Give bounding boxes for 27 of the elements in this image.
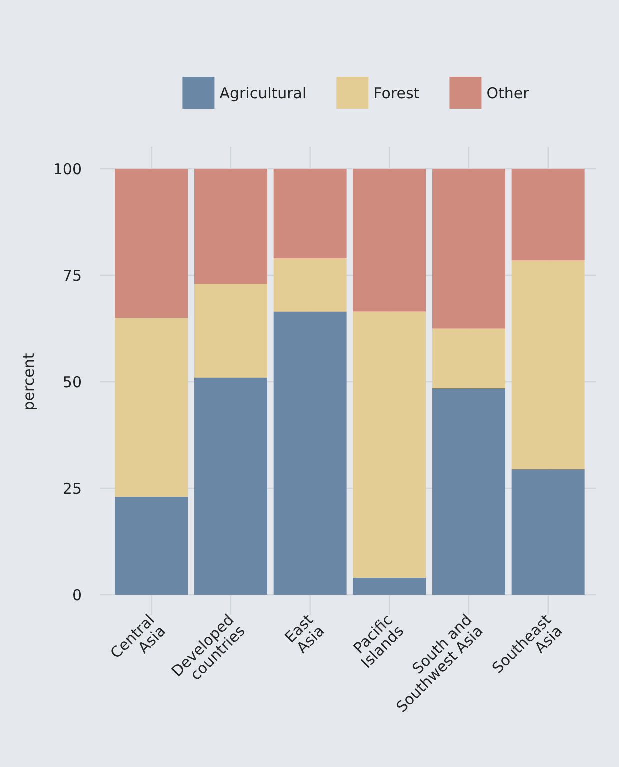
- bar: [194, 169, 268, 284]
- bar: [512, 169, 585, 261]
- y-tick-label: 50: [62, 373, 82, 392]
- legend-label: Forest: [374, 84, 420, 102]
- bar: [432, 169, 506, 329]
- y-tick-label: 100: [53, 160, 82, 178]
- bar: [353, 312, 426, 578]
- legend-label: Agricultural: [220, 84, 307, 102]
- y-tick-label: 75: [62, 266, 82, 285]
- bar: [512, 260, 585, 470]
- bar: [512, 469, 585, 595]
- bar: [194, 378, 268, 595]
- bar: [353, 578, 426, 595]
- y-axis-title: percent: [20, 353, 38, 411]
- bar: [115, 497, 188, 595]
- bar: [353, 169, 426, 312]
- bar: [115, 318, 188, 498]
- bar: [194, 284, 268, 378]
- bar: [115, 169, 188, 318]
- bar: [274, 312, 347, 595]
- legend-label: Other: [486, 84, 530, 102]
- bar: [432, 388, 506, 595]
- bar: [274, 169, 347, 258]
- y-tick-label: 25: [62, 480, 82, 498]
- y-tick-label: 0: [72, 586, 82, 604]
- bar: [274, 258, 347, 312]
- bar: [432, 328, 506, 388]
